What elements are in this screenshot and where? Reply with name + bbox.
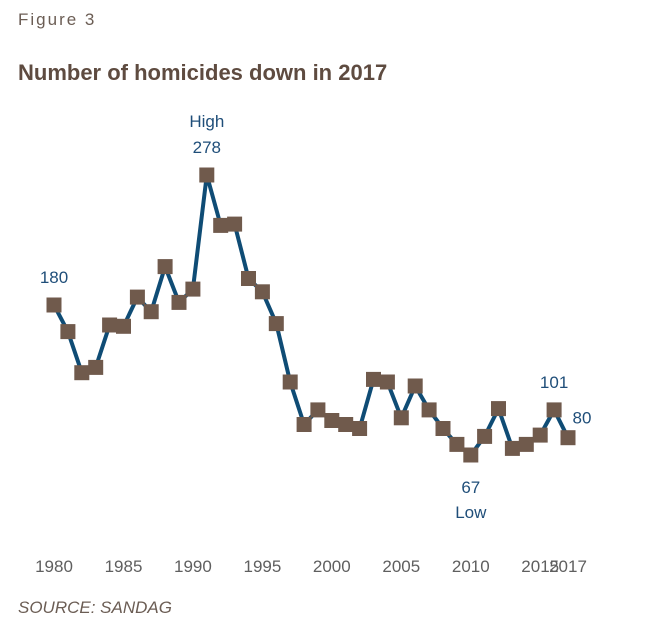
data-point-2005 [393, 410, 409, 426]
data-point-1990 [185, 281, 201, 297]
x-tick-label: 2010 [452, 557, 490, 576]
source-note: SOURCE: SANDAG [18, 598, 172, 617]
markers-group [46, 167, 576, 463]
figure-label: Figure 3 [18, 10, 97, 29]
data-point-1982 [74, 365, 90, 381]
data-point-1988 [157, 259, 173, 275]
data-point-1994 [241, 271, 256, 286]
data-point-2008 [435, 421, 451, 436]
data-point-2017 [560, 430, 576, 446]
x-tick-label: 1995 [243, 557, 281, 576]
data-point-1985 [116, 318, 131, 334]
annotation-label: High [189, 112, 224, 131]
x-tick-label: 1980 [35, 557, 73, 576]
data-point-2003 [366, 371, 381, 387]
data-point-2014 [518, 436, 534, 452]
data-point-2002 [352, 421, 368, 436]
data-point-1989 [171, 294, 187, 310]
data-point-2009 [449, 436, 465, 452]
data-point-2012 [491, 401, 506, 417]
x-tick-label: 2015 [521, 557, 559, 576]
annotations-group: 180 High 278 67 Low 101 80 [40, 112, 592, 522]
data-point-1980 [46, 297, 62, 313]
data-point-1981 [60, 324, 76, 340]
chart-title: Number of homicides down in 2017 [18, 60, 388, 85]
x-tick-label: 2017 [549, 557, 587, 576]
data-point-1992 [213, 217, 229, 233]
data-point-2006 [407, 378, 423, 394]
annotation-label: 101 [540, 373, 568, 392]
annotation-label: 67 [461, 478, 480, 497]
data-point-1991 [199, 167, 215, 183]
data-point-1995 [254, 284, 270, 300]
data-point-2007 [421, 402, 437, 418]
data-point-2015 [532, 427, 548, 443]
data-point-2004 [379, 374, 395, 390]
data-point-2001 [338, 417, 354, 432]
data-point-1996 [268, 316, 284, 332]
data-point-2011 [477, 428, 493, 444]
x-tick-label: 1985 [105, 557, 143, 576]
annotation-label: 80 [573, 409, 592, 428]
data-point-1997 [282, 374, 298, 390]
data-point-1993 [227, 216, 243, 232]
data-point-2010 [463, 447, 479, 463]
data-point-1986 [129, 289, 145, 305]
data-point-1984 [102, 317, 118, 333]
x-tick-label: 2000 [313, 557, 351, 576]
data-point-1987 [143, 304, 159, 320]
annotation-label: Low [455, 503, 487, 522]
data-point-1998 [296, 417, 312, 432]
data-point-2016 [546, 402, 562, 418]
data-point-1983 [88, 359, 104, 375]
data-point-2000 [324, 413, 340, 428]
x-tick-label: 1990 [174, 557, 212, 576]
annotation-label: 180 [40, 268, 68, 287]
x-tick-label: 2005 [382, 557, 420, 576]
data-point-1999 [310, 402, 326, 418]
data-point-2013 [504, 440, 520, 456]
annotation-label: 278 [193, 138, 221, 157]
